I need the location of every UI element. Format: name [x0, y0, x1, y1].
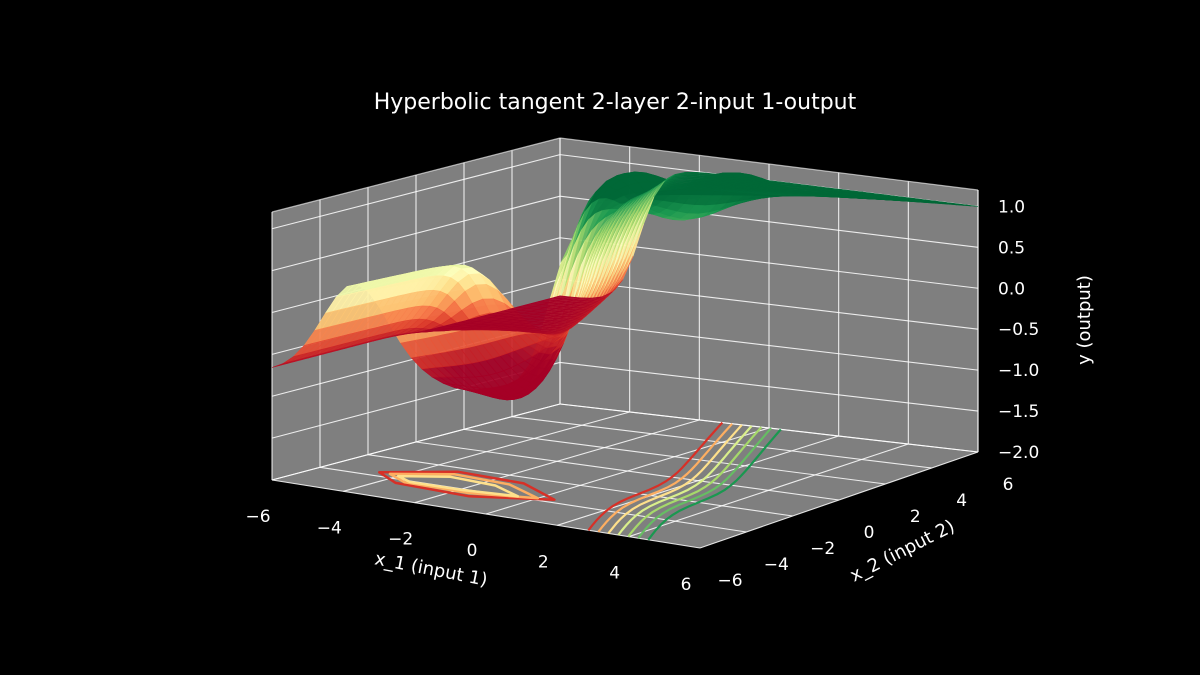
z-tick-label: −0.5	[998, 320, 1039, 340]
x-tick-label: −4	[317, 518, 342, 538]
z-tick-label: −1.0	[998, 361, 1039, 381]
y-tick-label: 2	[910, 507, 921, 527]
grid-line	[559, 361, 979, 412]
pane-floor	[272, 404, 978, 548]
chart-title: Hyperbolic tangent 2-layer 2-input 1-out…	[374, 90, 857, 115]
x-tick-label: −6	[245, 507, 270, 527]
z-tick-label: 0.0	[998, 279, 1025, 299]
contour-line	[607, 424, 743, 535]
contour-line	[378, 470, 556, 501]
y-tick-label: 0	[864, 523, 875, 543]
contour-line	[396, 474, 520, 498]
grid-line	[463, 428, 886, 485]
grid-line	[559, 320, 979, 371]
pane-edge	[271, 137, 561, 213]
contour-line	[587, 421, 724, 531]
grid-line	[271, 154, 561, 230]
y-tick-label: −4	[764, 555, 789, 575]
grid-line	[511, 416, 932, 469]
contour-line	[597, 423, 733, 533]
grid-line	[271, 403, 561, 481]
grid-line	[559, 403, 979, 453]
grid-line	[367, 454, 793, 517]
surface-patch	[552, 295, 571, 300]
pane-edge	[559, 137, 979, 191]
z-tick-label: −1.5	[998, 402, 1039, 422]
surface-mesh	[271, 171, 979, 401]
grid-line	[271, 195, 561, 272]
z-tick-label: 1.0	[998, 197, 1025, 217]
x-tick-label: −2	[388, 530, 413, 550]
x-tick-label: 2	[538, 552, 549, 572]
z-tick-label: 0.5	[998, 238, 1025, 258]
z-tick-label: −2.0	[998, 443, 1039, 463]
contour-line	[627, 426, 763, 538]
contour-projection	[378, 421, 782, 541]
contour-line	[637, 427, 772, 539]
x-tick-label: 4	[609, 564, 620, 584]
grid-line	[559, 278, 979, 330]
x-tick-label: 6	[681, 575, 692, 595]
contour-line	[647, 428, 782, 541]
z-axis-label: y (output)	[1074, 275, 1095, 365]
y-tick-label: −6	[717, 571, 742, 591]
x-tick-label: 0	[467, 541, 478, 561]
grid-line	[415, 441, 840, 501]
contour-line	[388, 472, 540, 500]
y-tick-label: 4	[956, 491, 967, 511]
tick-labels: −6 −4 −2 0 2 4 6 −6 −4 −2 0 2 4 6 −2.0 −1.5 −1.0 −0.5 0.0 0…	[245, 197, 1039, 595]
y-tick-label: 6	[1003, 475, 1014, 495]
y-tick-label: −2	[810, 539, 835, 559]
contour-line	[617, 425, 753, 536]
